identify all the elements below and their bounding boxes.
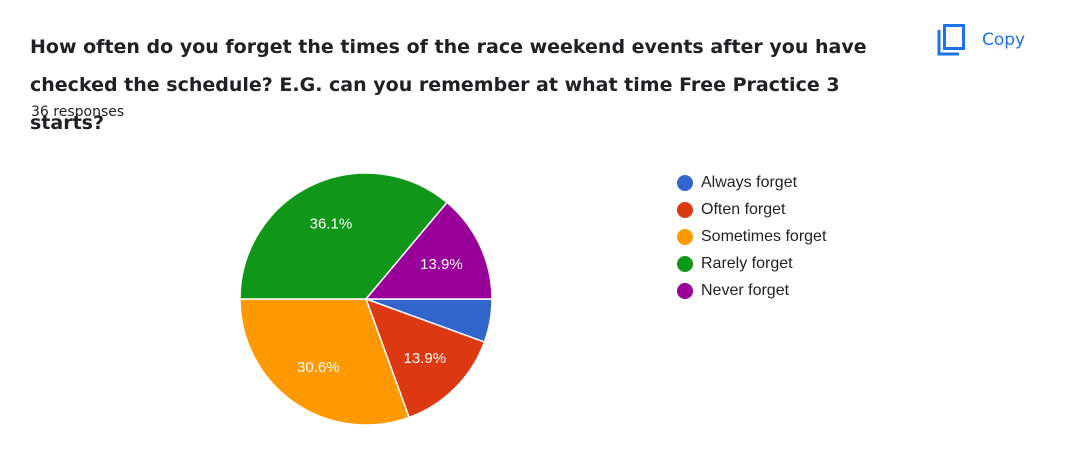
legend-item[interactable]: Always forget (677, 170, 826, 197)
legend: Always forget Often forget Sometimes forge… (677, 170, 826, 304)
legend-item[interactable]: Rarely forget (677, 250, 826, 277)
pie-slice-often-forget[interactable] (364, 297, 486, 419)
pie-slice-label: 36.1% (310, 216, 353, 233)
response-count: 36 responses (31, 104, 125, 120)
pie-slice-label: 30.6% (297, 359, 340, 376)
pie-slice-label: 13.9% (420, 256, 463, 273)
question-title: How often do you forget the times of the… (30, 36, 867, 134)
copy-icon (937, 24, 965, 56)
legend-swatch (677, 255, 693, 272)
legend-item[interactable]: Often forget (677, 197, 826, 224)
pie-slice-rarely-forget[interactable] (239, 172, 449, 300)
legend-swatch (677, 175, 693, 192)
copy-button-label: Copy (982, 30, 1026, 50)
legend-item[interactable]: Sometimes forget (677, 224, 826, 251)
legend-label: Rarely forget (701, 254, 793, 272)
legend-label: Sometimes forget (701, 227, 827, 245)
legend-swatch (677, 282, 693, 299)
pie-slice-sometimes-forget[interactable] (239, 298, 411, 426)
legend-label: Always forget (701, 174, 798, 192)
legend-item[interactable]: Never forget (677, 277, 826, 304)
pie-slices (239, 172, 493, 426)
pie-slice-label: 13.9% (404, 350, 447, 367)
pie-slice-labels: 13.9% 30.6% 36.1% 13.9% (297, 216, 463, 377)
legend-label: Never forget (701, 281, 790, 299)
copy-button[interactable]: Copy (936, 22, 1025, 58)
legend-swatch (677, 202, 693, 219)
legend-label: Often forget (701, 201, 786, 219)
legend-swatch (677, 228, 693, 245)
pie-slice-never-forget[interactable] (364, 201, 493, 300)
